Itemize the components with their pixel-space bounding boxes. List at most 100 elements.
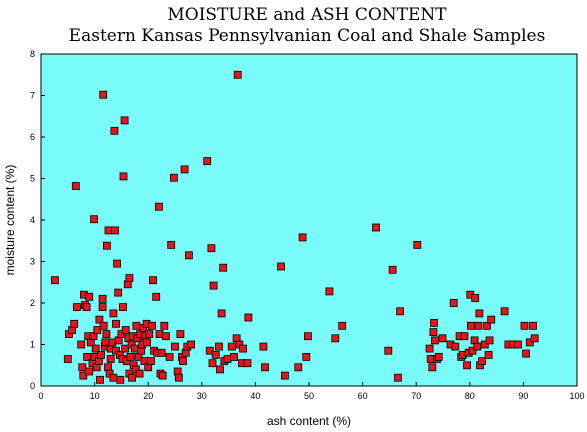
data-point — [161, 332, 170, 341]
data-point — [51, 276, 59, 285]
data-point — [394, 373, 402, 382]
y-tick-label: 5 — [30, 174, 35, 184]
data-point — [70, 319, 79, 328]
data-point — [525, 338, 534, 347]
data-point — [471, 294, 480, 302]
data-point — [428, 363, 437, 372]
data-point — [109, 309, 118, 318]
data-point — [91, 344, 100, 353]
data-point — [463, 361, 472, 370]
data-point — [112, 319, 120, 328]
data-point — [187, 340, 196, 349]
data-point — [384, 346, 393, 355]
y-tick-label: 3 — [30, 257, 35, 267]
x-tick-label: 40 — [250, 391, 260, 401]
y-tick-label: 4 — [30, 215, 35, 225]
data-point — [438, 334, 447, 343]
data-point — [294, 363, 303, 372]
data-point — [145, 330, 154, 339]
data-point — [483, 321, 491, 330]
data-point — [302, 352, 311, 361]
data-point — [103, 241, 111, 250]
data-point — [171, 342, 179, 351]
y-axis-label: moisture content (%) — [3, 165, 17, 276]
data-point — [388, 265, 397, 274]
data-point — [157, 348, 166, 357]
data-point — [99, 90, 108, 99]
data-point — [155, 330, 164, 339]
data-point — [135, 369, 144, 378]
data-point — [149, 276, 157, 285]
data-point — [475, 309, 484, 318]
data-point — [110, 126, 119, 135]
data-point — [259, 342, 268, 351]
data-point — [211, 350, 220, 359]
data-point — [167, 240, 176, 249]
data-point — [429, 328, 438, 337]
x-tick-label: 60 — [358, 391, 368, 401]
chart-title: MOISTURE and ASH CONTENT — [167, 5, 447, 25]
data-point — [215, 342, 223, 351]
data-point — [83, 352, 91, 361]
data-point — [230, 352, 238, 361]
data-point — [396, 307, 405, 316]
data-point — [78, 363, 87, 372]
x-tick-label: 30 — [197, 391, 207, 401]
data-point — [85, 292, 94, 301]
data-point — [114, 288, 123, 297]
data-point — [478, 357, 487, 366]
data-point — [169, 173, 178, 182]
data-point — [125, 274, 134, 283]
y-tick-label: 8 — [30, 49, 35, 59]
data-point — [152, 292, 161, 301]
data-point — [277, 262, 286, 271]
y-tick-label: 7 — [30, 91, 35, 101]
data-point — [468, 346, 477, 355]
data-point — [298, 233, 307, 242]
data-point — [219, 263, 228, 272]
data-point — [179, 357, 187, 366]
data-point — [522, 349, 530, 358]
data-point — [429, 318, 438, 327]
data-point — [338, 321, 347, 330]
data-point — [154, 202, 163, 211]
data-point — [207, 244, 216, 253]
chart-subtitle: Eastern Kansas Pennsylvanian Coal and Sh… — [69, 26, 546, 46]
x-tick-label: 10 — [90, 391, 100, 401]
data-point — [205, 346, 214, 355]
data-point — [119, 172, 128, 181]
data-point — [146, 357, 155, 366]
data-point — [425, 344, 434, 353]
data-point — [160, 321, 169, 330]
x-axis: 0 10 20 30 40 50 60 70 80 90 100 — [38, 382, 585, 401]
data-point — [132, 321, 141, 330]
data-point — [216, 365, 224, 374]
data-point — [148, 321, 156, 330]
data-point — [93, 326, 102, 334]
data-point — [485, 336, 494, 345]
data-point — [223, 355, 232, 363]
data-point — [514, 340, 522, 349]
data-point — [77, 340, 86, 349]
data-point — [71, 182, 80, 190]
data-point — [303, 332, 312, 341]
data-point — [82, 303, 91, 312]
data-point — [331, 334, 340, 343]
data-point — [449, 299, 458, 307]
data-point — [158, 371, 167, 380]
data-point — [104, 226, 113, 235]
data-point — [239, 344, 248, 353]
data-point — [79, 371, 88, 380]
data-point — [280, 371, 289, 380]
data-point — [426, 355, 435, 363]
x-tick-label: 80 — [465, 391, 475, 401]
data-point — [116, 375, 125, 384]
plot-area — [40, 53, 578, 387]
data-point — [529, 321, 537, 330]
x-tick-label: 100 — [569, 391, 584, 401]
data-point — [143, 338, 152, 347]
data-point — [208, 359, 217, 368]
data-point — [85, 367, 94, 376]
x-axis-label: ash content (%) — [267, 414, 351, 428]
data-point — [466, 321, 475, 330]
